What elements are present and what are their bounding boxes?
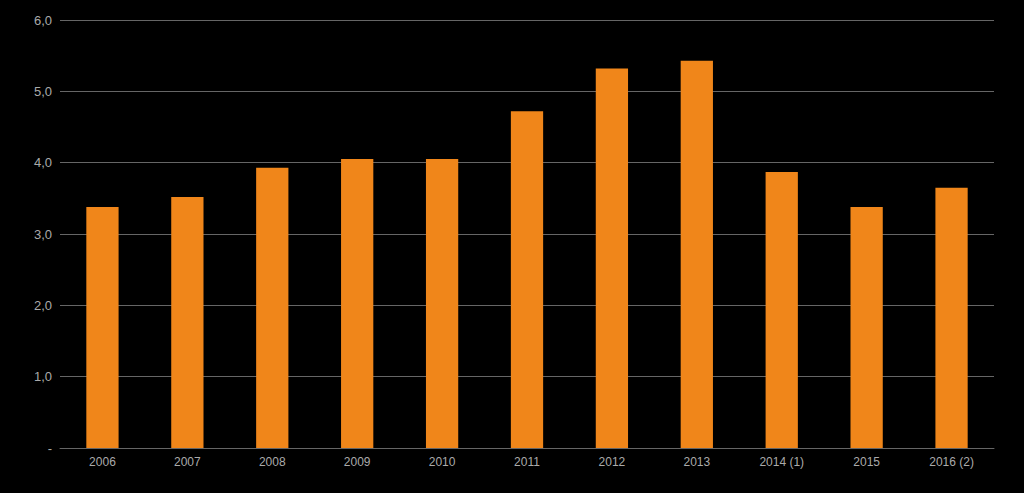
svg-text:2015: 2015: [853, 455, 880, 469]
svg-text:2012: 2012: [599, 455, 626, 469]
svg-text:2010: 2010: [429, 455, 456, 469]
svg-text:2014 (1): 2014 (1): [759, 455, 804, 469]
svg-text:2013: 2013: [683, 455, 710, 469]
svg-text:2007: 2007: [174, 455, 201, 469]
svg-text:3,0: 3,0: [34, 227, 52, 242]
svg-text:-: -: [48, 441, 52, 456]
svg-text:5,0: 5,0: [34, 84, 52, 99]
svg-text:2016 (2): 2016 (2): [929, 455, 974, 469]
svg-text:4,0: 4,0: [34, 155, 52, 170]
svg-text:6,0: 6,0: [34, 13, 52, 28]
svg-text:1,0: 1,0: [34, 369, 52, 384]
svg-text:2009: 2009: [344, 455, 371, 469]
svg-text:2008: 2008: [259, 455, 286, 469]
svg-text:2006: 2006: [89, 455, 116, 469]
svg-text:2011: 2011: [514, 455, 540, 469]
svg-text:2,0: 2,0: [34, 298, 52, 313]
